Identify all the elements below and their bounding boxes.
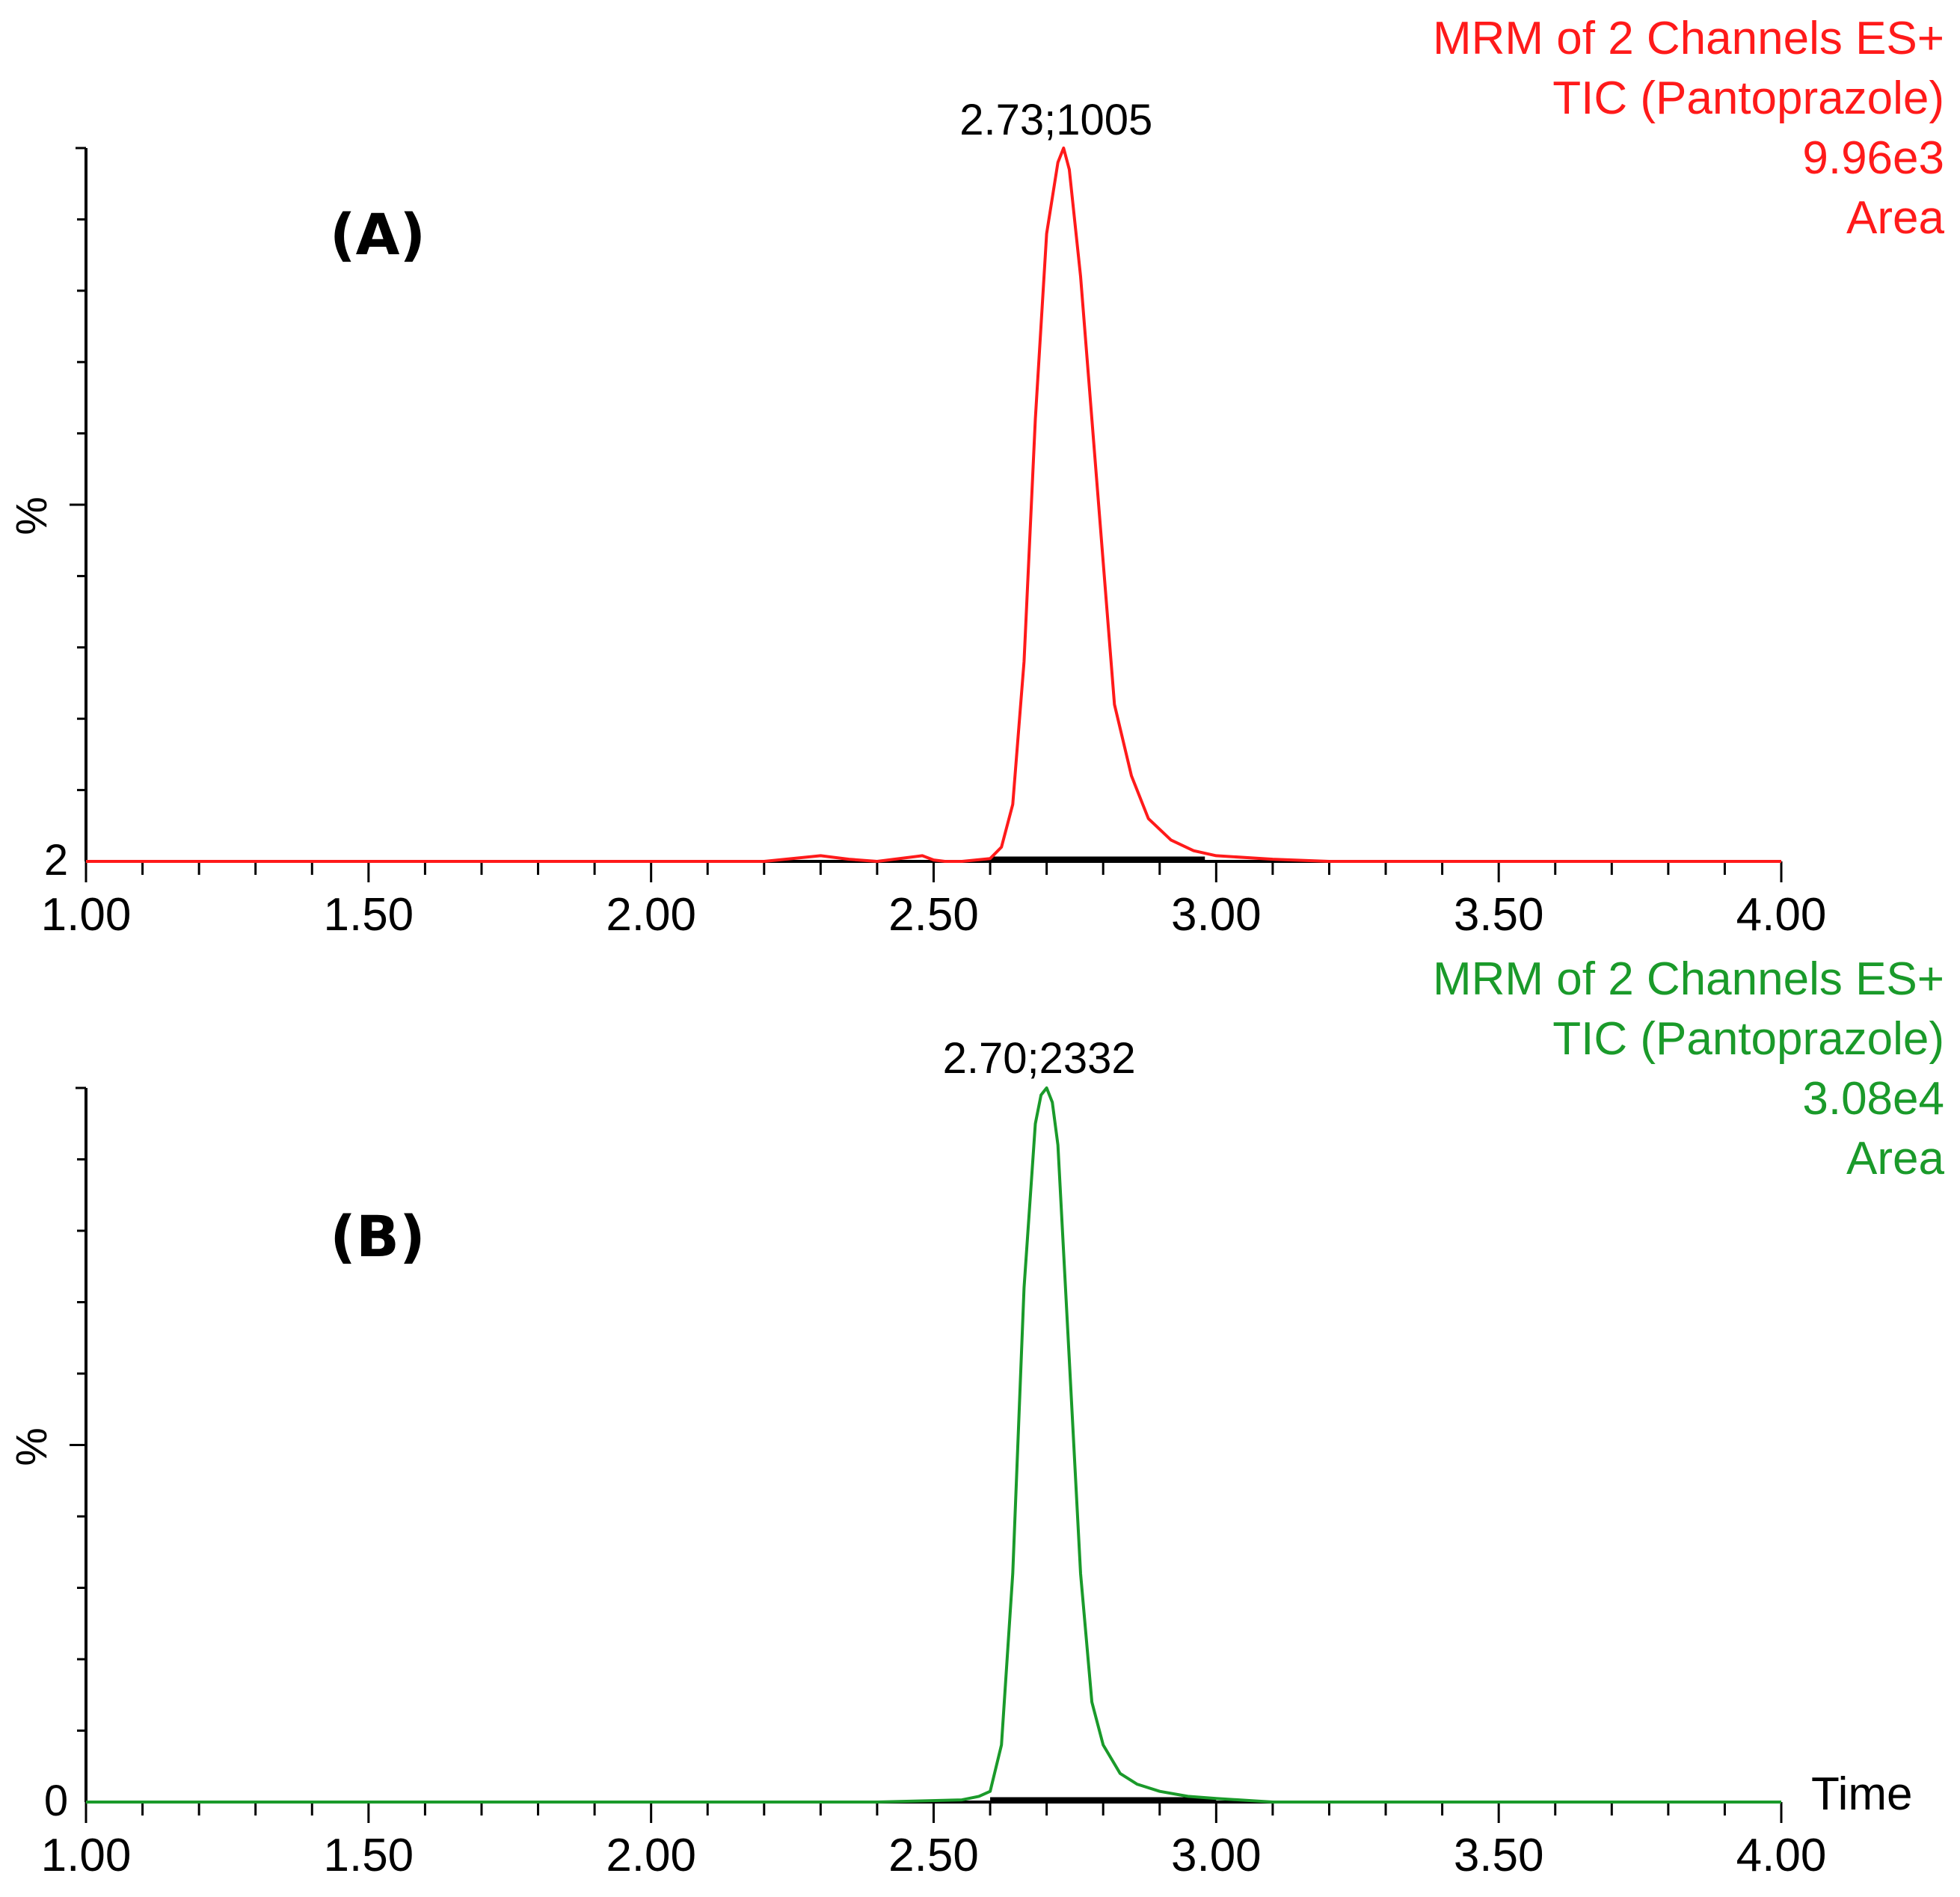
panel-label: (B) bbox=[330, 1203, 425, 1270]
x-tick-label: 3.50 bbox=[1454, 889, 1544, 941]
x-tick-label: 3.50 bbox=[1454, 1830, 1544, 1881]
header-line: 9.96e3 bbox=[1802, 132, 1944, 184]
y-tick-label: 0 bbox=[44, 1777, 68, 1825]
y-tick-label: 2 bbox=[44, 836, 68, 885]
header-line: Area bbox=[1846, 1133, 1944, 1184]
x-tick-label: 4.00 bbox=[1736, 889, 1827, 941]
header-line: TIC (Pantoprazole) bbox=[1552, 1013, 1944, 1065]
x-tick-label: 2.00 bbox=[606, 889, 696, 941]
x-tick-label: 2.50 bbox=[888, 889, 979, 941]
chromatogram-trace bbox=[86, 1086, 1781, 1804]
x-tick-label: 1.50 bbox=[323, 1830, 414, 1881]
x-tick-label: 2.00 bbox=[606, 1830, 696, 1881]
header-line: MRM of 2 Channels ES+ bbox=[1433, 953, 1944, 1005]
x-axis-label: Time bbox=[1811, 1768, 1912, 1820]
header-line: MRM of 2 Channels ES+ bbox=[1433, 13, 1944, 64]
x-tick-label: 1.00 bbox=[41, 1830, 132, 1881]
x-tick-label: 3.00 bbox=[1171, 889, 1262, 941]
header-line: Area bbox=[1846, 192, 1944, 244]
header-line: 3.08e4 bbox=[1802, 1073, 1944, 1125]
chart-panel-a: MRM of 2 Channels ES+ TIC (Pantoprazole) 9… bbox=[7, 13, 1945, 941]
y-axis-label: % bbox=[7, 1427, 56, 1466]
x-tick-label: 2.50 bbox=[888, 1830, 979, 1881]
x-tick-label: 4.00 bbox=[1736, 1830, 1827, 1881]
x-tick-label: 1.50 bbox=[323, 889, 414, 941]
chart-panel-b: MRM of 2 Channels ES+ TIC (Pantoprazole) 3… bbox=[7, 953, 1945, 1881]
chromatogram-trace bbox=[86, 147, 1781, 863]
x-tick-label: 3.00 bbox=[1171, 1830, 1262, 1881]
y-axis-label: % bbox=[7, 496, 56, 535]
panel-label: (A) bbox=[330, 201, 426, 268]
peak-label: 2.73;1005 bbox=[959, 96, 1152, 144]
header-line: TIC (Pantoprazole) bbox=[1552, 73, 1944, 124]
x-tick-label: 1.00 bbox=[41, 889, 132, 941]
peak-label: 2.70;2332 bbox=[943, 1034, 1136, 1083]
